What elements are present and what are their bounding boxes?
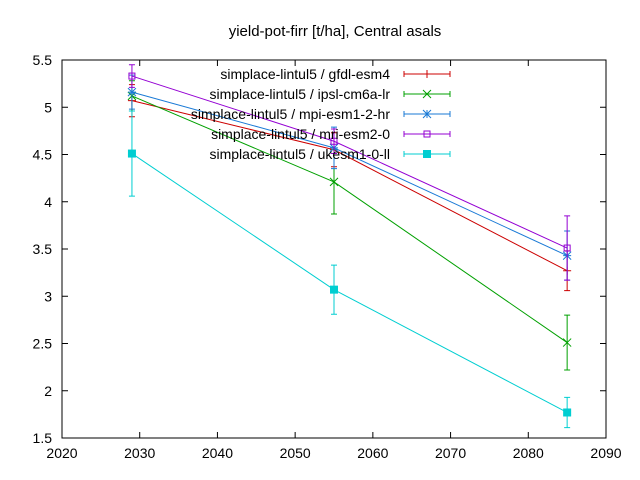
legend-label: simplace-lintul5 / mri-esm2-0 (211, 126, 390, 142)
error-bar (128, 64, 135, 88)
plot-frame (61, 59, 607, 439)
series-4 (128, 64, 571, 281)
legend-item: simplace-lintul5 / gfdl-esm4 (220, 66, 451, 82)
y-tick-label: 3.5 (33, 241, 53, 257)
chart-title: yield-pot-firr [t/ha], Central asals (229, 23, 442, 40)
x-tick-label: 2080 (513, 445, 544, 461)
data-point (127, 149, 136, 158)
legend-item: simplace-lintul5 / mri-esm2-0 (211, 126, 451, 142)
y-tick-label: 2.5 (33, 336, 53, 352)
y-tick-label: 5 (44, 99, 52, 115)
legend-marker (422, 89, 432, 99)
legend-label: simplace-lintul5 / mpi-esm1-2-hr (191, 106, 391, 122)
series-2 (127, 80, 572, 371)
legend-item: simplace-lintul5 / ipsl-cm6a-lr (210, 86, 451, 102)
x-tick-label: 2070 (435, 445, 466, 461)
y-tick-label: 1.5 (33, 430, 53, 446)
y-tick-label: 4.5 (33, 147, 53, 163)
data-point (330, 137, 338, 145)
legend-marker (423, 70, 431, 78)
data-point (563, 244, 571, 252)
y-axis: 1.5 2 2.5 3 3.5 4 4.5 5 5.5 (33, 52, 606, 446)
x-tick-label: 2090 (590, 445, 621, 461)
error-bar (564, 215, 571, 281)
y-tick-label: 3 (44, 288, 52, 304)
legend-swatch (403, 131, 451, 137)
x-tick-label: 2060 (357, 445, 388, 461)
x-tick-label: 2020 (46, 445, 77, 461)
x-tick-label: 2040 (202, 445, 233, 461)
y-tick-label: 4 (44, 194, 52, 210)
x-tick-label: 2050 (280, 445, 311, 461)
data-point (127, 87, 137, 97)
legend-label: simplace-lintul5 / ipsl-cm6a-lr (210, 86, 391, 102)
legend-item: simplace-lintul5 / mpi-esm1-2-hr (191, 106, 451, 122)
data-point (563, 408, 572, 417)
x-tick-label: 2030 (124, 445, 155, 461)
y-tick-label: 2 (44, 383, 52, 399)
data-point (128, 72, 136, 80)
legend-label: simplace-lintul5 / ukesm1-0-ll (209, 146, 390, 162)
legend: simplace-lintul5 / gfdl-esm4 simplace-lin… (191, 66, 451, 162)
legend-marker (423, 150, 431, 158)
legend-marker (423, 130, 431, 138)
x-axis: 2020 2030 2040 2050 2060 2070 2080 2090 (46, 60, 622, 461)
legend-marker (422, 109, 432, 119)
series-5 (127, 110, 572, 429)
data-point (562, 338, 572, 347)
y-tick-label: 5.5 (33, 52, 53, 68)
data-point (329, 177, 339, 187)
legend-item: simplace-lintul5 / ukesm1-0-ll (209, 146, 451, 162)
data-point (330, 285, 338, 294)
error-bar (331, 128, 337, 155)
legend-label: simplace-lintul5 / gfdl-esm4 (220, 66, 390, 82)
plot-area (127, 64, 572, 429)
